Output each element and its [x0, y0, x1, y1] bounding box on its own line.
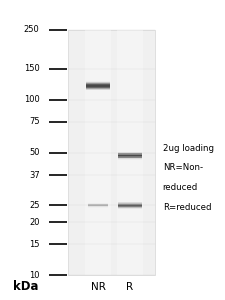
Text: 50: 50 — [29, 148, 39, 157]
Bar — [117, 206, 141, 207]
Bar — [88, 205, 108, 206]
Bar — [86, 87, 110, 88]
Bar — [88, 206, 108, 207]
Bar — [117, 154, 141, 155]
Text: 25: 25 — [29, 201, 39, 210]
Text: NR: NR — [90, 281, 105, 292]
Bar — [117, 159, 141, 160]
Bar — [117, 152, 141, 153]
Text: kDa: kDa — [13, 280, 38, 293]
Text: 37: 37 — [29, 171, 39, 180]
Bar — [88, 204, 108, 205]
Bar — [117, 204, 141, 205]
Bar — [86, 87, 110, 88]
Bar — [86, 89, 110, 90]
Bar — [86, 88, 110, 89]
Bar — [117, 202, 141, 203]
Text: 20: 20 — [29, 218, 39, 227]
Bar — [117, 207, 141, 208]
Bar — [117, 152, 141, 153]
Text: 100: 100 — [24, 95, 39, 104]
Bar — [117, 153, 141, 154]
Bar — [86, 88, 110, 89]
Bar — [117, 158, 141, 159]
Bar — [86, 86, 110, 87]
Bar — [86, 84, 110, 85]
Bar — [88, 205, 108, 206]
Bar — [86, 84, 110, 85]
Bar — [117, 157, 141, 158]
Bar — [86, 85, 110, 86]
Bar — [88, 203, 108, 204]
Text: 2ug loading: 2ug loading — [162, 144, 213, 153]
Bar — [117, 156, 141, 157]
Bar — [68, 30, 154, 275]
Text: NR=Non-: NR=Non- — [162, 164, 202, 172]
Bar — [117, 154, 141, 155]
Bar — [117, 30, 142, 275]
Bar — [117, 154, 141, 155]
Bar — [86, 82, 110, 83]
Text: R=reduced: R=reduced — [162, 202, 210, 211]
Bar — [117, 155, 141, 156]
Bar — [86, 81, 110, 82]
Bar — [117, 155, 141, 156]
Bar — [117, 202, 141, 203]
Bar — [85, 30, 111, 275]
Bar — [117, 207, 141, 208]
Bar — [117, 205, 141, 206]
Bar — [88, 207, 108, 208]
Text: reduced: reduced — [162, 183, 197, 192]
Bar — [86, 85, 110, 86]
Bar — [117, 153, 141, 154]
Bar — [117, 158, 141, 159]
Text: 75: 75 — [29, 117, 39, 126]
Text: R: R — [126, 281, 133, 292]
Bar — [117, 208, 141, 209]
Bar — [117, 203, 141, 204]
Text: 250: 250 — [24, 26, 39, 34]
Text: 15: 15 — [29, 240, 39, 249]
Bar — [117, 203, 141, 204]
Bar — [88, 204, 108, 205]
Bar — [88, 203, 108, 204]
Bar — [86, 83, 110, 84]
Bar — [117, 206, 141, 207]
Bar — [117, 204, 141, 205]
Bar — [86, 86, 110, 87]
Bar — [117, 156, 141, 157]
Bar — [88, 206, 108, 207]
Bar — [117, 202, 141, 203]
Bar — [117, 205, 141, 206]
Text: 150: 150 — [24, 64, 39, 74]
Bar — [86, 83, 110, 84]
Text: 10: 10 — [29, 271, 39, 280]
